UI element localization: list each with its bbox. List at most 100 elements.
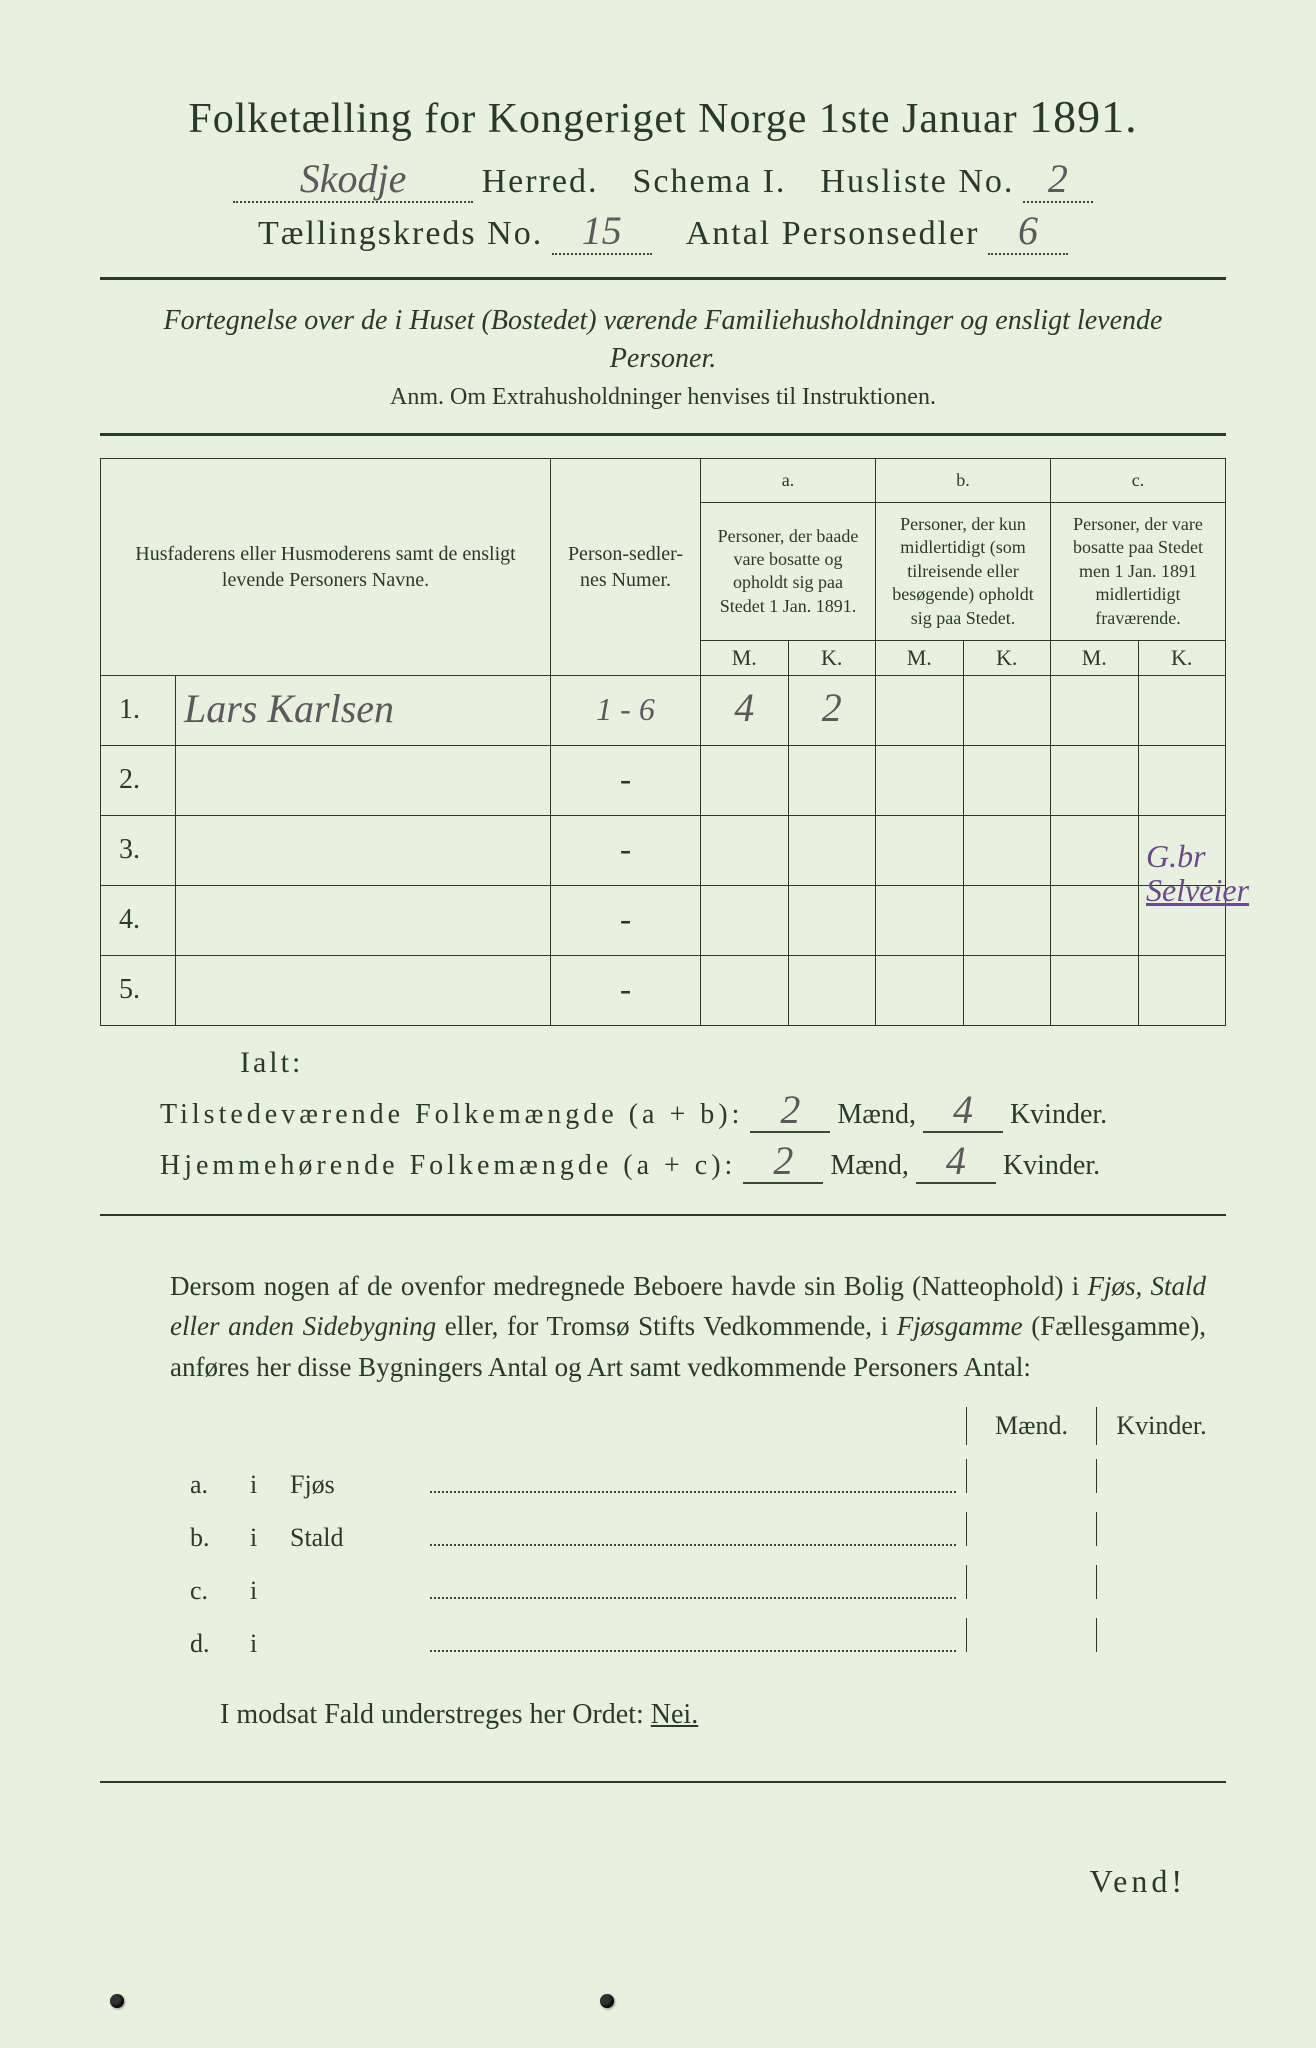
row-c-k <box>1138 955 1226 1025</box>
lower-head: Mænd. Kvinder. <box>190 1407 1226 1445</box>
row-num: 3. <box>101 815 176 885</box>
col-b-m: M. <box>876 640 964 675</box>
rule-2 <box>100 433 1226 436</box>
lower-row: b. i Stald <box>190 1512 1226 1553</box>
row-c-m <box>1051 815 1139 885</box>
row-c-m <box>1051 745 1139 815</box>
husliste-no: 2 <box>1048 156 1068 201</box>
table-row: 1. Lars Karlsen 1 - 6 4 2 <box>101 675 1226 745</box>
row-b-m <box>876 885 964 955</box>
row-a-k <box>788 955 876 1025</box>
vend-label: Vend! <box>100 1863 1186 1900</box>
row-b-k <box>963 675 1051 745</box>
row-a-m <box>701 885 789 955</box>
lower-col-m <box>966 1512 1096 1546</box>
para-mid: eller, for Tromsø Stifts Vedkommende, i <box>445 1311 897 1341</box>
row-name <box>176 745 551 815</box>
table-row: 3. - <box>101 815 1226 885</box>
row-b-m <box>876 815 964 885</box>
lower-cat: Stald <box>290 1523 430 1553</box>
sum-line-2: Hjemmehørende Folkemængde (a + c): 2 Mæn… <box>160 1143 1226 1184</box>
lower-list: a. i Fjøs b. i Stald c. i d. i <box>190 1459 1226 1659</box>
row-b-k <box>963 815 1051 885</box>
row-name <box>176 955 551 1025</box>
row-b-k <box>963 955 1051 1025</box>
sum2-k-field: 4 <box>916 1143 996 1184</box>
rule-1 <box>100 277 1226 280</box>
kvinder-label: Kvinder. <box>1003 1150 1100 1181</box>
rule-4 <box>100 1781 1226 1783</box>
row-a-k: 2 <box>788 675 876 745</box>
sum1-k-field: 4 <box>923 1092 1003 1133</box>
personsedler-label: Antal Personsedler <box>686 215 980 252</box>
row-num: 5. <box>101 955 176 1025</box>
row-a-m <box>701 745 789 815</box>
lower-col-m <box>966 1618 1096 1652</box>
lower-row: c. i <box>190 1565 1226 1606</box>
kvinder-label: Kvinder. <box>1010 1099 1107 1130</box>
modsat-nei: Nei. <box>651 1699 698 1730</box>
lower-lab: c. <box>190 1576 250 1606</box>
row-num: 4. <box>101 885 176 955</box>
rule-3 <box>100 1214 1226 1216</box>
row-a-m <box>701 955 789 1025</box>
header-line-2: Tællingskreds No. 15 Antal Personsedler … <box>100 213 1226 255</box>
row-b-m <box>876 745 964 815</box>
lower-col-k <box>1096 1512 1226 1546</box>
schema-label: Schema I. <box>632 163 786 200</box>
ialt-title: Ialt: <box>240 1046 1226 1080</box>
herred-field: Skodje <box>233 161 473 203</box>
margin-note: G.br Selveier <box>1146 840 1306 907</box>
husliste-label: Husliste No. <box>820 163 1014 200</box>
row-name <box>176 885 551 955</box>
personsedler-no-field: 6 <box>988 213 1068 255</box>
row-name: Lars Karlsen <box>176 675 551 745</box>
lower-cat: Fjøs <box>290 1470 430 1500</box>
lower-i: i <box>250 1629 290 1659</box>
census-form-page: Folketælling for Kongeriget Norge 1ste J… <box>0 0 1316 2048</box>
row-c-m <box>1051 885 1139 955</box>
pin-icon <box>600 1994 614 2008</box>
col-a-label: a. <box>701 458 876 502</box>
table-row: 4. - <box>101 885 1226 955</box>
household-table: Husfaderens eller Husmoderens samt de en… <box>100 458 1226 1026</box>
lower-lab: d. <box>190 1629 250 1659</box>
header-line-1: Skodje Herred. Schema I. Husliste No. 2 <box>100 161 1226 203</box>
herred-value: Skodje <box>300 156 407 201</box>
row-a-k <box>788 885 876 955</box>
col-c-head: Personer, der vare bosatte paa Stedet me… <box>1051 502 1226 640</box>
col-a-m: M. <box>701 640 789 675</box>
intro-text: Fortegnelse over de i Huset (Bostedet) v… <box>130 302 1196 378</box>
pin-icon <box>110 1994 124 2008</box>
lower-i: i <box>250 1470 290 1500</box>
row-c-m <box>1051 955 1139 1025</box>
row-b-m <box>876 955 964 1025</box>
col-c-m: M. <box>1051 640 1139 675</box>
personsedler-no: 6 <box>1018 208 1038 253</box>
row-num: 1. <box>101 675 176 745</box>
para-it2: Fjøsgamme <box>897 1311 1023 1341</box>
margin-note-line1: G.br <box>1146 840 1306 874</box>
row-a-m: 4 <box>701 675 789 745</box>
ialt-block: Ialt: Tilstedeværende Folkemængde (a + b… <box>160 1046 1226 1184</box>
lower-dots <box>430 1579 956 1600</box>
sum1-m-field: 2 <box>750 1092 830 1133</box>
row-sedler: - <box>551 815 701 885</box>
row-c-k <box>1138 675 1226 745</box>
col-b-label: b. <box>876 458 1051 502</box>
row-sedler: 1 - 6 <box>551 675 701 745</box>
lower-lab: a. <box>190 1470 250 1500</box>
lower-i: i <box>250 1523 290 1553</box>
col-c-k: K. <box>1138 640 1226 675</box>
modsat-text: I modsat Fald understreges her Ordet: <box>220 1699 644 1730</box>
col-names-head: Husfaderens eller Husmoderens samt de en… <box>101 458 551 675</box>
para-before: Dersom nogen af de ovenfor medregnede Be… <box>170 1271 1088 1301</box>
margin-note-line2: Selveier <box>1146 874 1306 908</box>
col-b-head: Personer, der kun midlertidigt (som tilr… <box>876 502 1051 640</box>
lower-row: a. i Fjøs <box>190 1459 1226 1500</box>
row-c-m <box>1051 675 1139 745</box>
row-a-k <box>788 815 876 885</box>
title-year: 1891. <box>1029 91 1138 142</box>
sum2-label: Hjemmehørende Folkemængde (a + c): <box>160 1150 736 1181</box>
page-title: Folketælling for Kongeriget Norge 1ste J… <box>100 90 1226 143</box>
